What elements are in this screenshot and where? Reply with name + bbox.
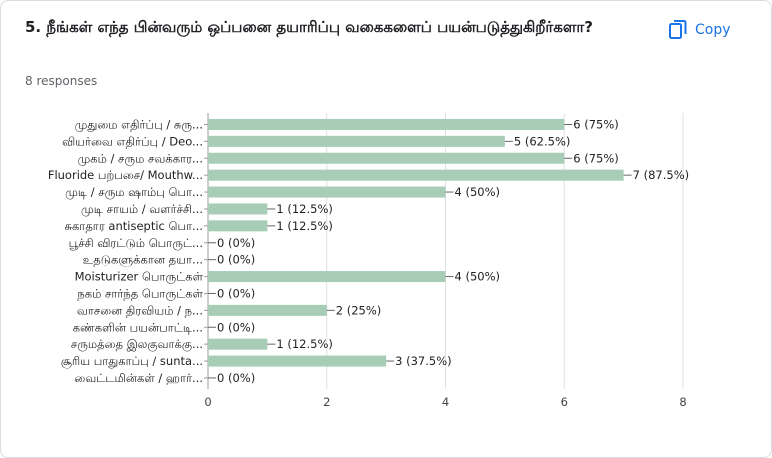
- bar: [208, 304, 327, 316]
- data-label: 4 (50%): [455, 270, 501, 284]
- bar: [208, 203, 268, 215]
- x-tick-label: 2: [323, 395, 330, 409]
- data-label: 2 (25%): [336, 303, 382, 317]
- copy-button[interactable]: Copy: [669, 15, 731, 45]
- category-label: பூச்சி விரட்டும் பொருட்...: [69, 236, 203, 251]
- bar: [208, 186, 446, 198]
- bar: [208, 355, 387, 367]
- category-label: சூரிய பாதுகாப்பு / sunta...: [61, 354, 203, 369]
- category-label: கண்களின் பயன்பாட்டி...: [73, 320, 203, 334]
- data-label: 0 (0%): [217, 371, 255, 385]
- category-label: Fluoride பற்பசை/ Mouthw...: [48, 168, 203, 182]
- data-label: 1 (12.5%): [276, 337, 332, 351]
- data-label: 0 (0%): [217, 236, 255, 250]
- bar: [208, 271, 446, 283]
- data-label: 1 (12.5%): [276, 219, 332, 233]
- data-label: 6 (75%): [573, 117, 619, 131]
- category-label: முடி சாயம் / வளர்ச்சி...: [81, 202, 203, 217]
- data-label: 4 (50%): [455, 185, 501, 199]
- bar: [208, 169, 624, 181]
- category-label: முடி / சரும ஷாம்பு பொ...: [65, 185, 203, 200]
- x-tick-label: 8: [679, 395, 686, 409]
- bar: [208, 135, 505, 147]
- bar: [208, 152, 565, 164]
- data-label: 6 (75%): [573, 151, 619, 165]
- data-label: 0 (0%): [217, 253, 255, 267]
- data-label: 7 (87.5%): [633, 168, 689, 182]
- question-title: 5. நீங்கள் எந்த பின்வரும் ஒப்பனை தயாரிப்…: [25, 18, 593, 36]
- data-label: 5 (62.5%): [514, 134, 570, 148]
- data-label: 3 (37.5%): [395, 354, 451, 368]
- data-label: 0 (0%): [217, 286, 255, 300]
- copy-button-label: Copy: [695, 22, 731, 38]
- category-label: வைட்டமின்கள் / ஹார்...: [74, 371, 203, 385]
- response-count: 8 responses: [25, 74, 98, 88]
- category-label: சுகாதார antiseptic பொ...: [64, 219, 203, 233]
- category-label: நகம் சார்ந்த பொருட்கள்: [77, 286, 203, 301]
- x-tick-label: 6: [561, 395, 568, 409]
- x-tick-label: 4: [442, 395, 449, 409]
- bar: [208, 118, 565, 130]
- data-label: 0 (0%): [217, 320, 255, 334]
- bar: [208, 338, 268, 350]
- category-label: Moisturizer பொருட்கள்: [75, 270, 204, 285]
- copy-icon: [669, 20, 687, 40]
- category-label: சருமத்தை இலகுவாக்கு...: [71, 337, 203, 352]
- data-label: 1 (12.5%): [276, 202, 332, 216]
- category-label: உதடுகளுக்கான தயா...: [83, 253, 203, 268]
- category-label: முதுமை எதிர்ப்பு / சுரு...: [75, 117, 203, 132]
- category-label: முகம் / சரும சவக்கார...: [77, 151, 203, 166]
- bar: [208, 220, 268, 232]
- x-tick-label: 0: [204, 395, 211, 409]
- category-label: வியர்வை எதிர்ப்பு / Deo...: [62, 134, 203, 148]
- category-label: வாசனை திரவியம் / ந...: [77, 303, 203, 317]
